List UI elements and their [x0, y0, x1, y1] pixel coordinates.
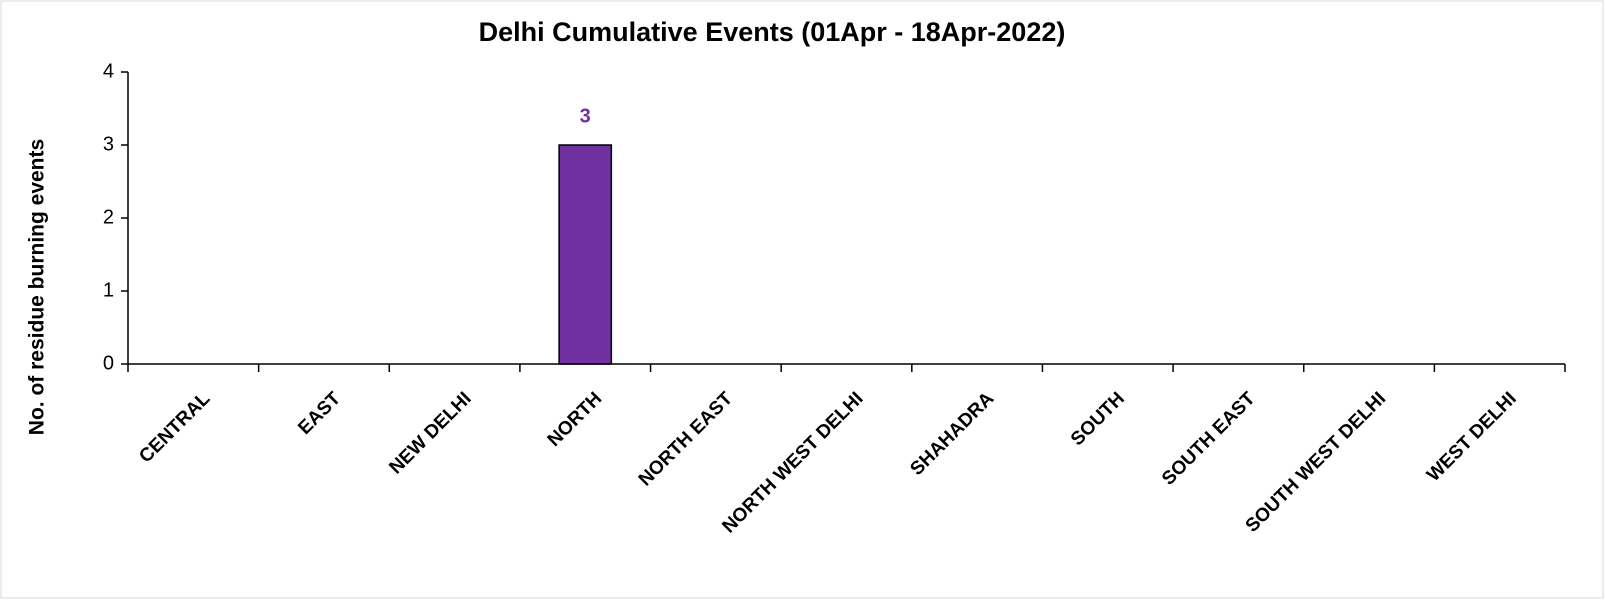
y-tick-label: 4	[103, 60, 114, 82]
data-label: 3	[580, 105, 591, 127]
bar	[558, 144, 613, 365]
y-tick-label: 3	[103, 133, 114, 155]
y-axis-label: No. of residue burning events	[26, 139, 49, 435]
y-tick-label: 1	[103, 279, 114, 301]
chart-title: Delhi Cumulative Events (01Apr - 18Apr-2…	[479, 17, 1066, 47]
y-tick-label: 0	[103, 352, 114, 374]
y-tick-label: 2	[103, 206, 114, 228]
